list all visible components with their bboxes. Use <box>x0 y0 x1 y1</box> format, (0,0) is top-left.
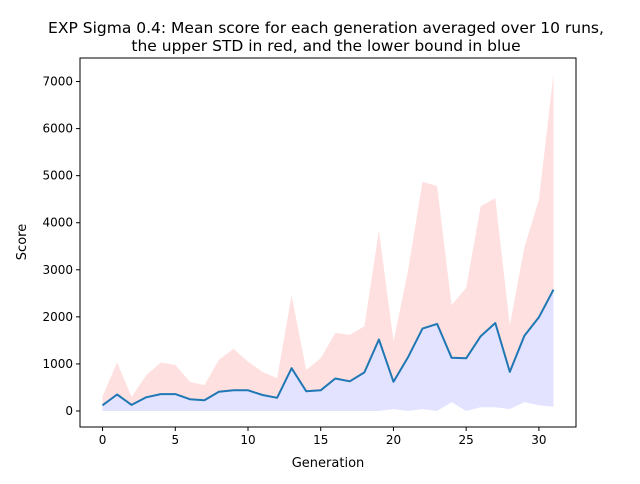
y-tick-label: 3000 <box>42 263 73 277</box>
y-tick-label: 2000 <box>42 310 73 324</box>
y-tick-label: 1000 <box>42 357 73 371</box>
x-tick-label: 30 <box>531 433 546 447</box>
x-tick-label: 10 <box>240 433 255 447</box>
x-tick-label: 25 <box>459 433 474 447</box>
y-tick-label: 0 <box>65 404 73 418</box>
x-axis-ticks: 0 5 10 15 20 25 30 <box>99 427 547 447</box>
y-tick-label: 7000 <box>42 75 73 89</box>
y-tick-label: 4000 <box>42 216 73 230</box>
x-axis-label: Generation <box>292 456 365 471</box>
x-tick-label: 0 <box>99 433 107 447</box>
chart-title-line-1: EXP Sigma 0.4: Mean score for each gener… <box>48 19 604 37</box>
lower-bound-band <box>102 289 554 411</box>
axes-frame <box>79 57 577 428</box>
mean-score-line <box>101 289 555 407</box>
y-tick-label: 5000 <box>42 169 73 183</box>
y-axis-label: Score <box>15 224 30 260</box>
upper-std-band <box>102 74 554 406</box>
x-tick-label: 20 <box>386 433 401 447</box>
chart-title-line-2: the upper STD in red, and the lower boun… <box>131 37 520 55</box>
x-tick-label: 15 <box>313 433 328 447</box>
y-axis-ticks: 0 1000 2000 3000 4000 5000 6000 7000 <box>42 75 80 418</box>
x-tick-label: 5 <box>171 433 179 447</box>
y-tick-label: 6000 <box>42 122 73 136</box>
plot-area <box>101 74 555 411</box>
